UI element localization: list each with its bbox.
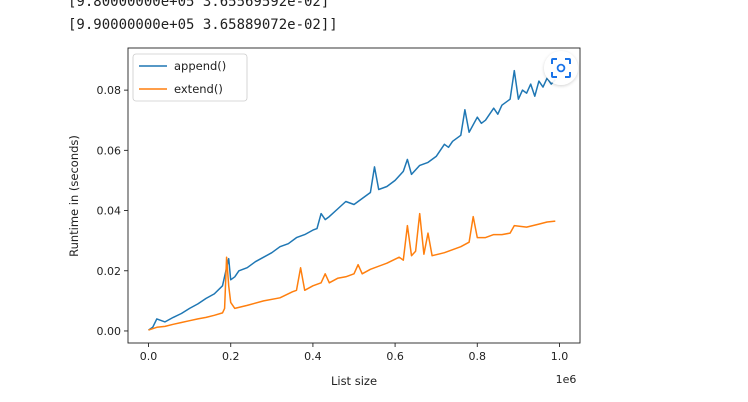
x-offset-label: 1e6 (556, 373, 577, 386)
y-tick-label: 0.06 (97, 144, 122, 157)
series-line-extend (148, 212, 556, 331)
axes: 0.0 0.2 0.4 0.6 0.8 1.0 0.00 0.02 0.04 0.06 0.08 (97, 84, 569, 363)
x-tick-label: 0.0 (140, 350, 158, 363)
visual-search-button[interactable] (544, 51, 578, 85)
series (148, 69, 556, 331)
x-tick-label: 1.0 (551, 350, 569, 363)
y-tick-label: 0.04 (97, 205, 122, 218)
y-tick-label: 0.02 (97, 265, 122, 278)
y-axis-label: Runtime in (seconds) (67, 135, 81, 257)
x-tick-label: 0.6 (386, 350, 404, 363)
legend: append() extend() (132, 53, 248, 102)
legend-label-append: append() (174, 59, 226, 73)
visual-search-icon (550, 57, 572, 79)
x-tick-label: 0.8 (469, 350, 487, 363)
x-axis-label: List size (331, 374, 377, 388)
x-tick-label: 0.4 (304, 350, 322, 363)
legend-label-extend: extend() (174, 82, 223, 96)
series-line-append (148, 69, 556, 331)
x-tick-label: 0.2 (222, 350, 240, 363)
console-line: [9.90000000e+05 3.65889072e-02]] (68, 17, 338, 33)
y-tick-label: 0.08 (97, 84, 122, 97)
y-tick-label: 0.00 (97, 325, 122, 338)
console-output: [9.80000000e+05 3.65569592e-02] [9.900000… (68, 0, 338, 37)
console-line: [9.80000000e+05 3.65569592e-02] (68, 0, 330, 10)
